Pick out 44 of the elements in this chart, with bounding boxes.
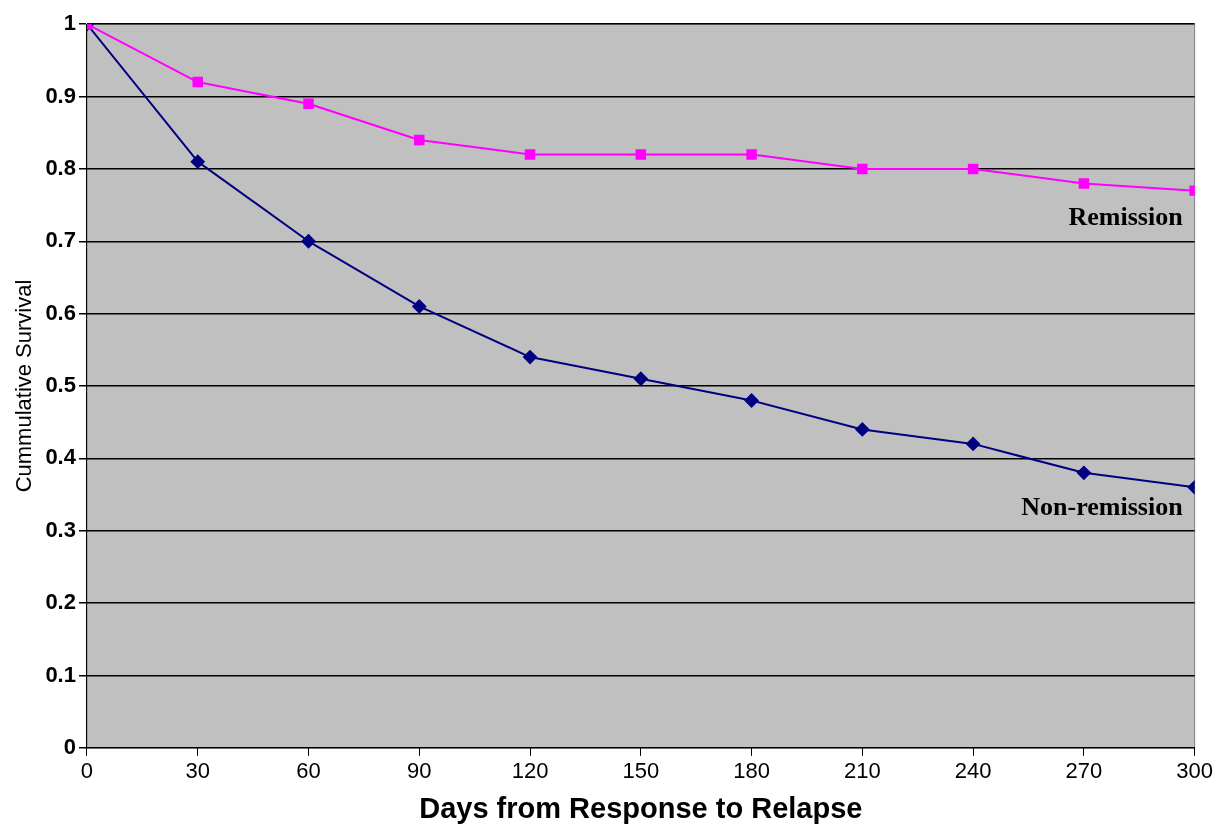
point <box>303 98 314 110</box>
y-tick-label: 0.5 <box>45 372 76 398</box>
x-tick-label: 0 <box>80 758 94 784</box>
x-tick-label: 270 <box>1065 758 1103 784</box>
x-tick-label: 30 <box>185 758 210 784</box>
x-tick-label: 240 <box>954 758 992 784</box>
point <box>966 436 981 451</box>
point <box>744 393 759 408</box>
point <box>857 163 868 175</box>
y-tick-label: 1 <box>63 10 76 36</box>
x-tick-label: 150 <box>622 758 660 784</box>
series-label: Remission <box>1068 201 1184 231</box>
point <box>967 163 979 175</box>
y-tick-label: 0.3 <box>45 516 76 542</box>
point <box>633 371 648 386</box>
point <box>523 350 538 365</box>
point <box>414 134 425 146</box>
point <box>301 234 316 249</box>
point <box>746 149 757 160</box>
y-tick-label: 0.8 <box>45 154 76 180</box>
point <box>1078 178 1090 189</box>
y-tick-label: 0.4 <box>45 444 77 470</box>
point <box>1076 465 1091 480</box>
point <box>190 154 205 169</box>
x-axis-title: Days from Response to Relapse <box>419 791 863 824</box>
x-tick-label: 120 <box>511 758 549 784</box>
point <box>412 299 427 314</box>
y-tick-label: 0 <box>63 733 76 759</box>
point <box>855 422 870 437</box>
y-tick-label: 0.2 <box>45 589 76 615</box>
series-label: Non-remission <box>1021 492 1184 522</box>
y-tick-label: 0.1 <box>45 661 76 687</box>
y-tick-label: 0.6 <box>45 299 76 325</box>
y-axis-title: Cummulative Survival <box>11 279 37 493</box>
x-tick-label: 60 <box>296 758 321 784</box>
x-tick-label: 180 <box>733 758 770 784</box>
point <box>524 149 536 160</box>
point <box>635 149 647 160</box>
y-tick-label: 0.7 <box>45 227 76 253</box>
x-tick-label: 300 <box>1176 758 1214 784</box>
x-tick-label: 210 <box>843 758 881 784</box>
x-tick-label: 90 <box>407 758 432 784</box>
point <box>192 76 203 88</box>
y-tick-label: 0.9 <box>45 82 76 108</box>
